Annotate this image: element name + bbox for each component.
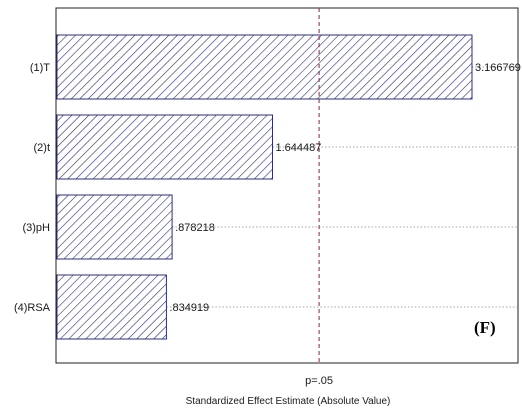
bar-2 (56, 194, 173, 260)
value-label: .878218 (175, 222, 215, 234)
guide-lines (166, 66, 518, 308)
category-label: (1)T (30, 62, 50, 74)
category-labels: (1)T (2)t (3)pH (4)RSA (14, 62, 51, 314)
panel-label: (F) (474, 318, 496, 337)
value-label: 1.644487 (276, 142, 322, 154)
value-labels: 3.166769 1.644487 .878218 .834919 (169, 62, 520, 314)
reference-line-label: p=.05 (305, 375, 333, 387)
value-label: 3.166769 (475, 62, 521, 74)
category-label: (3)pH (22, 222, 50, 234)
category-label: (2)t (34, 142, 51, 154)
bars-group (56, 34, 473, 340)
bar-1 (56, 114, 274, 180)
bar-0 (56, 34, 473, 100)
value-label: .834919 (169, 302, 209, 314)
x-axis-title: Standardized Effect Estimate (Absolute V… (186, 396, 391, 407)
category-label: (4)RSA (14, 302, 51, 314)
bar-3 (56, 274, 167, 340)
plot-frame (55, 7, 519, 364)
